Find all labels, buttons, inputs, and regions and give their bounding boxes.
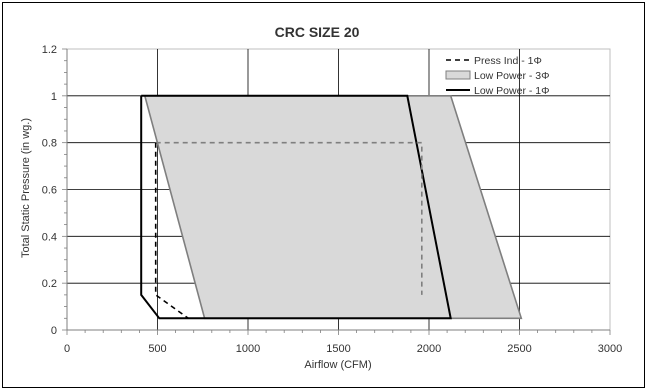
- x-tick-label: 2000: [417, 343, 441, 355]
- y-tick-label: 0.6: [42, 185, 57, 197]
- y-tick-label: 0.2: [42, 278, 57, 290]
- x-tick-label: 3000: [598, 343, 622, 355]
- x-tick-label: 1500: [326, 343, 350, 355]
- tick-labels: 0 0.2 0.4 0.6 0.8 1 1.2 0 500 1000 1500 2000 2500 300…: [42, 44, 623, 355]
- legend-label: Press Ind - 1Φ: [474, 55, 542, 67]
- series-layer: [140, 94, 523, 320]
- x-tick-label: 500: [148, 343, 166, 355]
- y-tick-label: 1.2: [42, 44, 57, 56]
- x-axis-title: Airflow (CFM): [304, 359, 371, 371]
- legend-label: Low Power - 3Φ: [474, 70, 550, 82]
- y-tick-label: 1: [51, 91, 57, 103]
- series-low-power-3phase-area: [143, 95, 523, 320]
- y-axis-title: Total Static Pressure (in wg.): [20, 118, 32, 258]
- y-tick-label: 0.8: [42, 138, 57, 150]
- legend-swatch-low-power-3phase: [445, 70, 471, 80]
- x-tick-label: 0: [64, 343, 70, 355]
- x-tick-label: 1000: [236, 343, 260, 355]
- axes: [62, 48, 611, 335]
- legend-label: Low Power - 1Φ: [474, 85, 550, 97]
- legend: Press Ind - 1Φ Low Power - 3Φ Low Power - …: [445, 55, 550, 97]
- y-tick-label: 0.4: [42, 231, 57, 243]
- x-tick-label: 2500: [507, 343, 531, 355]
- series-low-power-1phase-line: [140, 94, 452, 320]
- y-tick-label: 0: [51, 325, 57, 337]
- chart-title: CRC SIZE 20: [275, 24, 360, 40]
